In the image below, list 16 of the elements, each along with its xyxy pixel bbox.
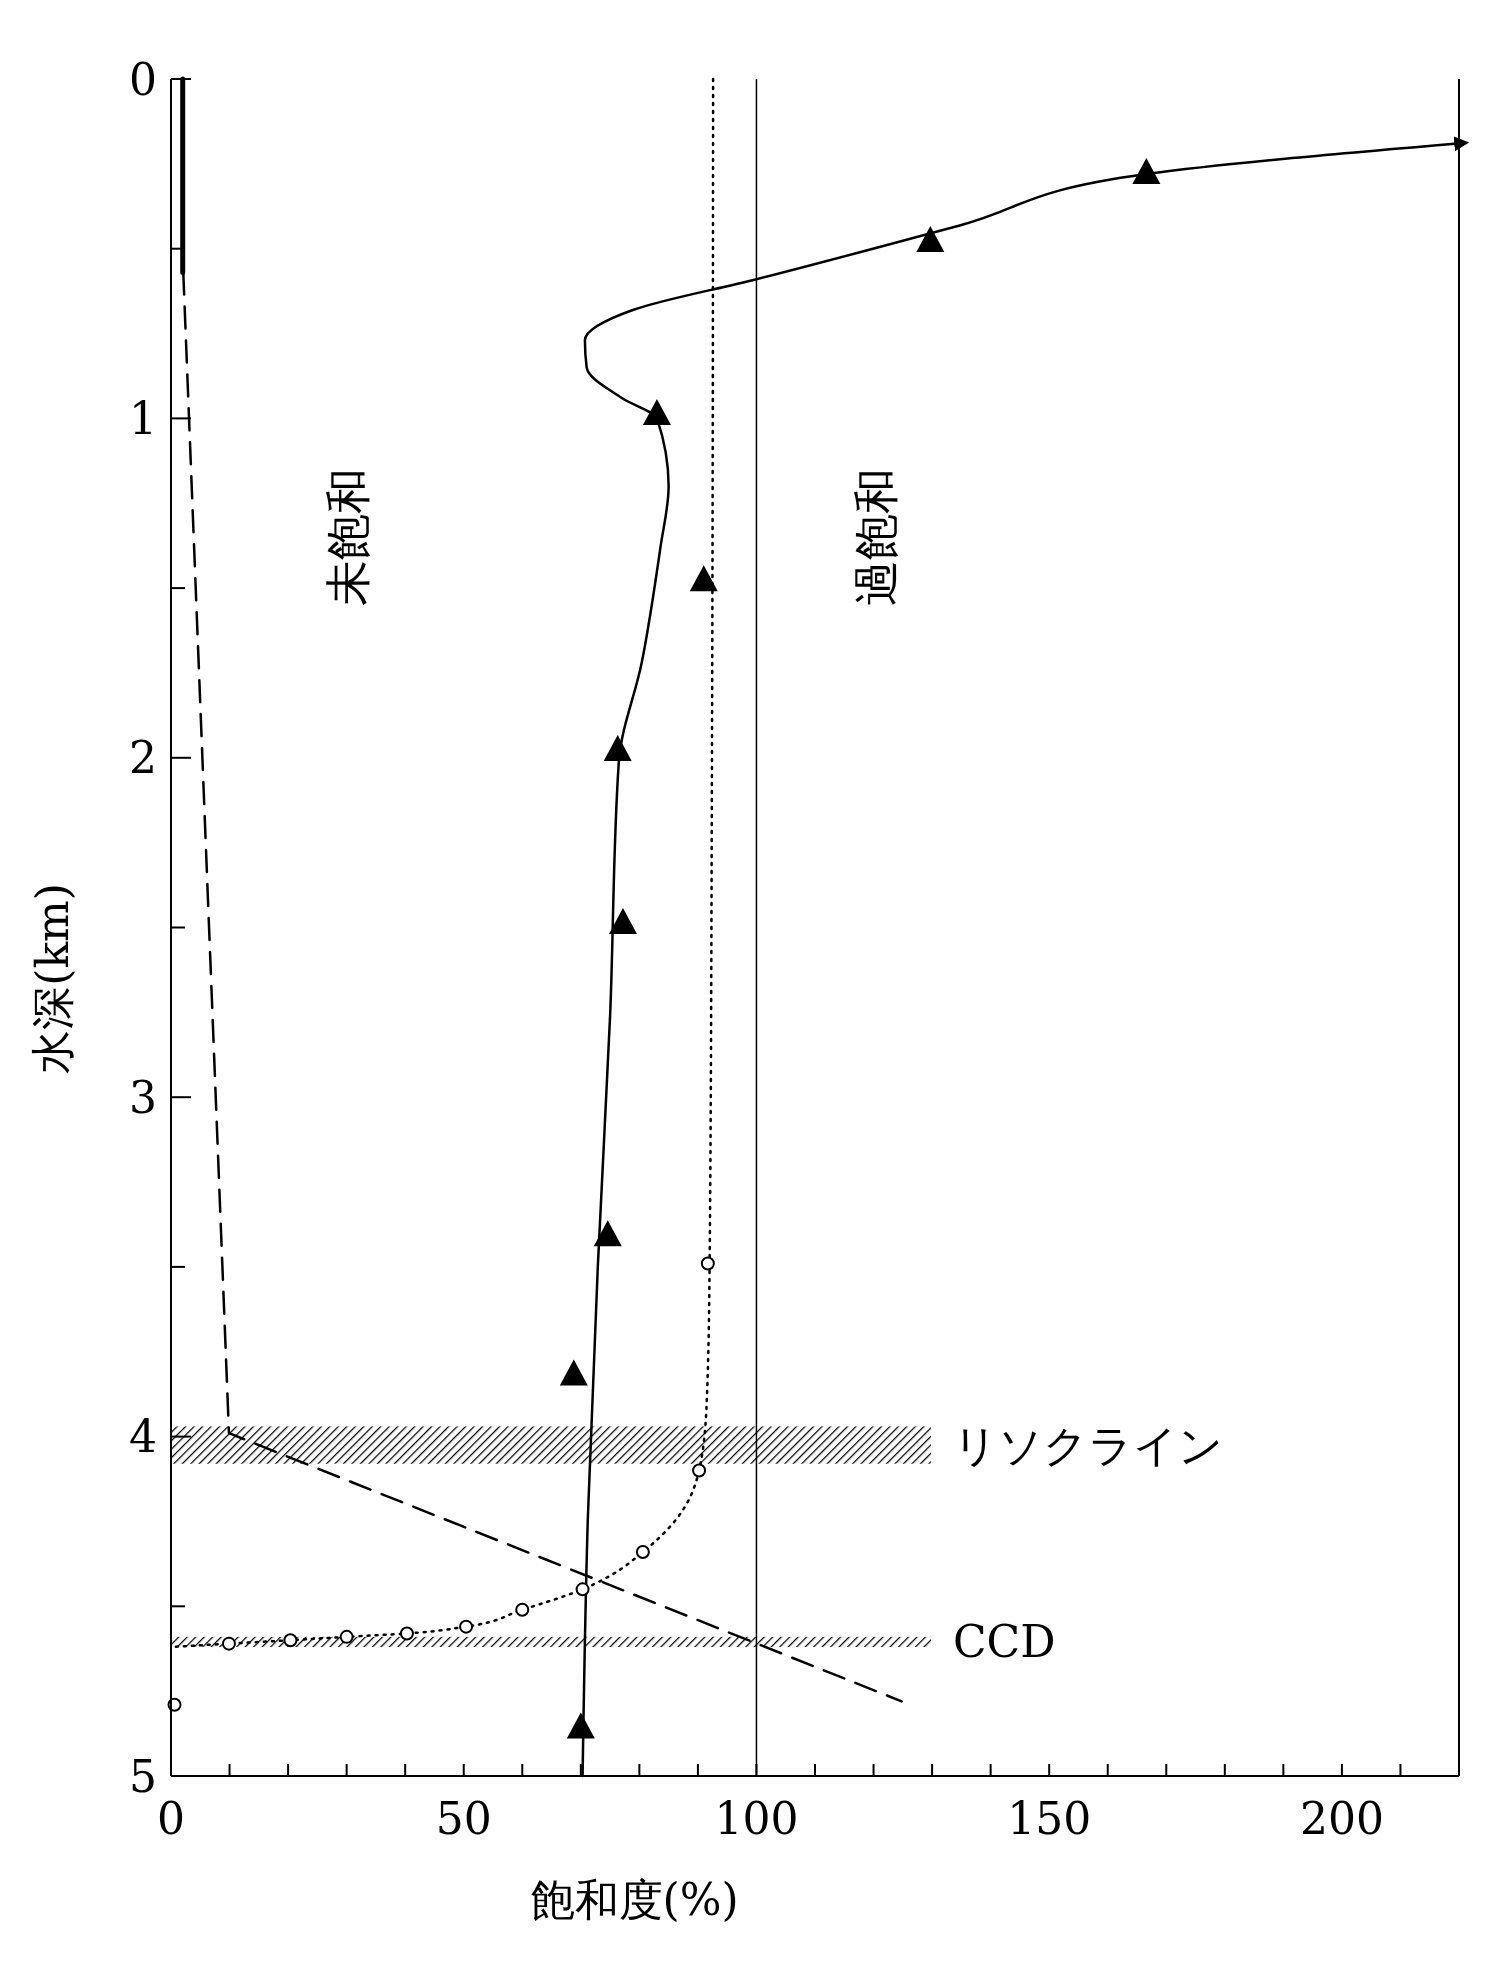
y-tick-label: 2 — [129, 732, 157, 784]
y-tick-label: 4 — [129, 1411, 157, 1463]
x-tick-label: 150 — [1007, 1793, 1092, 1844]
y-axis-title: 水深(km) — [27, 883, 78, 1074]
x-axis-title: 飽和度(%) — [530, 1874, 739, 1925]
y-tick-label: 0 — [129, 53, 157, 105]
band-label: CCD — [952, 1616, 1056, 1668]
y-tick-label: 5 — [129, 1750, 157, 1802]
y-tick-label: 3 — [129, 1071, 157, 1123]
y-tick-label: 1 — [129, 392, 157, 444]
x-tick-label: 50 — [435, 1793, 492, 1844]
x-tick-label: 200 — [1299, 1793, 1384, 1844]
band-label: リソクライン — [952, 1419, 1223, 1471]
annotation: 過飽和 — [849, 468, 904, 607]
annotation: 未飽和 — [321, 468, 376, 607]
x-tick-label: 100 — [714, 1793, 799, 1844]
